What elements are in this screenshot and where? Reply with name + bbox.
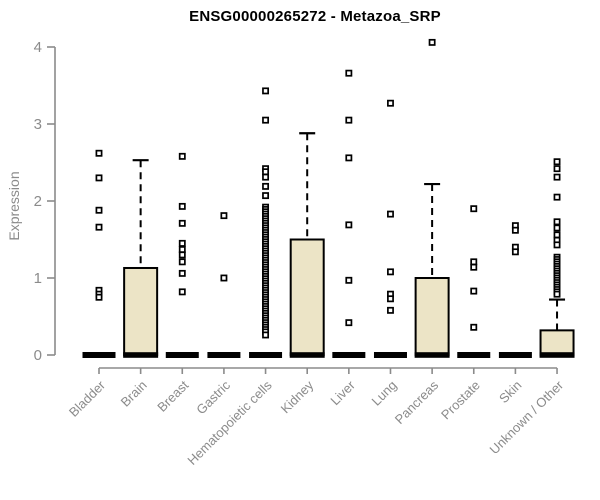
outlier-point [345,69,353,77]
y-tick-label: 3 [34,116,42,133]
outlier-point [553,193,561,201]
median-line [414,352,450,358]
outlier-point [95,206,103,214]
outlier-point [178,258,186,266]
outlier-point [178,288,186,296]
x-tick-label: Gastric [193,377,233,417]
x-tick-label: Prostate [438,378,483,423]
x-tick-label: Breast [154,377,191,414]
outlier-point [387,295,394,303]
collapsed-box [165,352,199,358]
outlier-point [178,239,186,247]
outlier-point [387,210,394,218]
box [414,277,450,356]
outlier-point [178,269,186,277]
chart-title: ENSG00000265272 - Metazoa_SRP [189,8,441,25]
outlier-point [178,219,186,227]
y-tick-label: 1 [34,270,42,287]
outlier-point [553,231,561,239]
collapsed-box [498,352,532,358]
outlier-point [95,293,103,301]
outlier-point [345,221,353,229]
y-tick-label: 2 [34,193,42,210]
outlier-point [262,331,270,339]
collapsed-box [457,352,491,358]
outlier-point [178,202,186,210]
median-line [123,352,159,358]
collapsed-box [82,352,116,358]
outlier-point [95,174,103,182]
outlier-point [220,212,228,220]
outlier-point [345,116,353,124]
x-tick-label: Unknown / Other [487,377,567,457]
median-line [539,352,575,358]
outlier-point [262,87,270,95]
outlier-point [428,38,436,46]
outlier-point [95,223,103,231]
outlier-point [387,306,394,314]
outlier-point [470,263,478,271]
outlier-point [470,205,478,213]
outlier-point [262,168,270,176]
x-tick-label: Pancreas [392,377,442,427]
outlier-point [178,246,186,253]
outlier-point [511,226,519,234]
outlier-point [262,182,270,190]
outlier-point [345,276,353,284]
outlier-point [387,268,394,276]
outlier-point [345,319,353,327]
outlier-point [178,251,186,259]
box [123,266,159,356]
outlier-point [553,158,561,166]
outlier-point [178,152,186,160]
x-tick-label: Kidney [278,377,317,416]
box [539,329,575,356]
outlier-point [262,173,270,181]
outlier-point [470,258,478,266]
outlier-point [470,323,478,331]
outlier-point [262,192,270,200]
collapsed-box [332,352,366,358]
collapsed-box [373,352,407,358]
x-tick-label: Skin [496,378,524,406]
outlier-point [345,154,353,162]
y-tick-label: 4 [34,39,42,56]
outlier-point [553,241,561,249]
outlier-point [553,224,561,232]
outlier-point [553,173,561,181]
collapsed-box [249,352,283,358]
outlier-point [262,116,270,124]
x-tick-label: Brain [118,378,150,410]
outlier-point [220,274,228,282]
x-tick-label: Bladder [66,377,109,420]
y-tick-label: 0 [34,347,42,364]
outlier-point [511,248,519,256]
collapsed-box [207,352,241,358]
median-line [289,352,325,358]
outlier-point [95,149,103,157]
x-tick-label: Lung [369,378,400,409]
outlier-point [553,290,561,298]
outlier-point [553,218,561,226]
box [289,238,325,356]
outlier-point [387,99,394,107]
x-tick-label: Liver [327,377,358,408]
outlier-point [470,287,478,295]
outlier-point [553,165,561,173]
